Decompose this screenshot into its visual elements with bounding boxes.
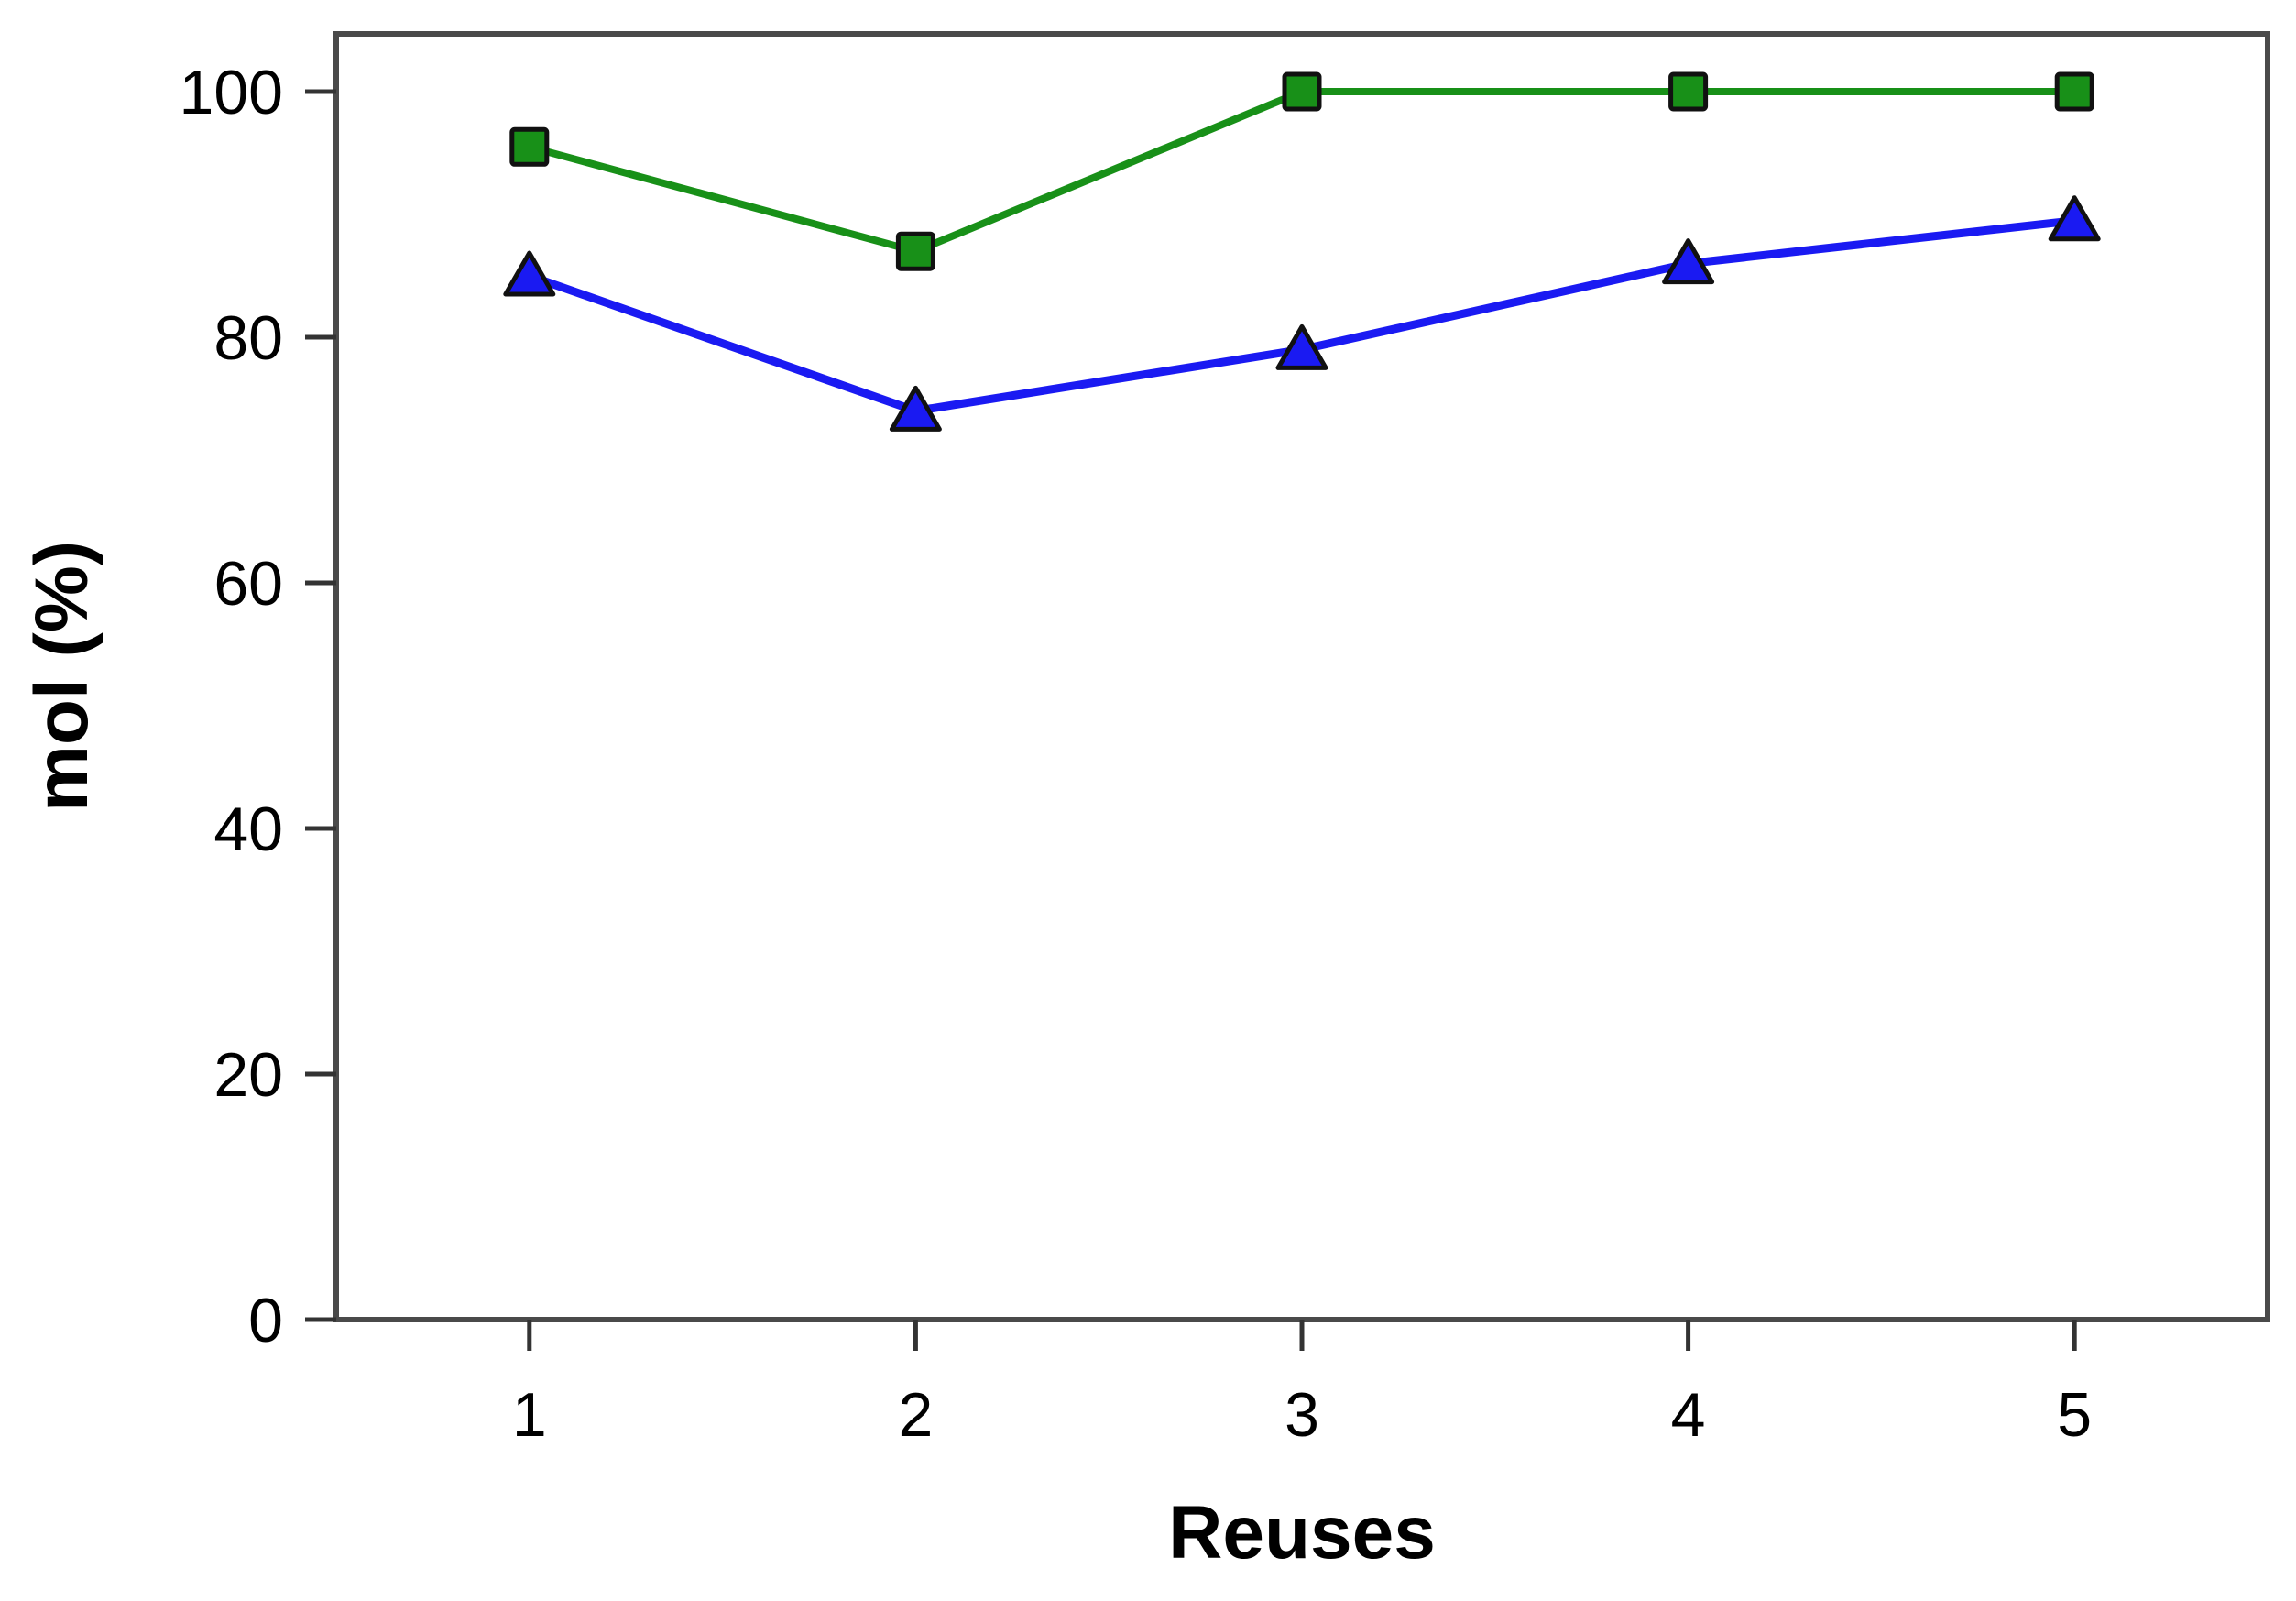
y-tick-label: 100 [180,58,283,127]
x-tick-label: 4 [1671,1380,1706,1450]
x-tick-label: 5 [2057,1380,2092,1450]
y-tick-label: 40 [213,795,283,864]
y-tick-label: 20 [213,1040,283,1110]
y-axis-label: mol (%) [20,541,104,812]
square-marker [1668,71,1709,112]
triangle-marker [503,250,556,297]
triangle-marker [889,385,942,432]
x-tick-label: 3 [1285,1380,1319,1450]
plot-frame [333,31,2270,1322]
triangle-marker [2048,195,2101,242]
green-squares-series-line [525,88,2079,256]
data-series [503,71,2101,432]
triangle-marker [1275,323,1328,370]
x-axis-label: Reuses [1168,1491,1436,1574]
square-marker [895,231,935,271]
y-tick-label: 60 [213,549,283,619]
square-marker [1282,71,1322,112]
y-tick-label: 80 [213,303,283,373]
square-marker [509,126,550,167]
triangle-marker [1662,238,1715,285]
x-tick-label: 1 [512,1380,547,1450]
axis-ticks: 0 20 40 60 80 100 1 2 3 4 5 [180,58,2093,1450]
square-marker [2054,71,2094,112]
x-tick-label: 2 [898,1380,933,1450]
y-tick-label: 0 [248,1286,283,1355]
blue-triangles-series-line [525,216,2079,415]
